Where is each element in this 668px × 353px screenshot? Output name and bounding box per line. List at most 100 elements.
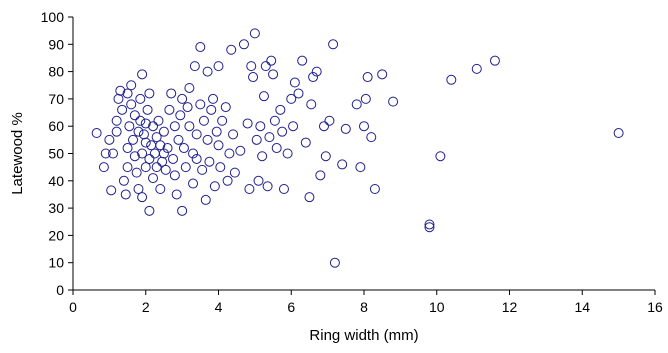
- data-point: [148, 121, 159, 132]
- data-point: [169, 121, 180, 132]
- data-point: [126, 80, 137, 91]
- data-point: [213, 140, 224, 151]
- data-point: [311, 66, 322, 77]
- data-point: [144, 88, 155, 99]
- data-point: [104, 134, 115, 145]
- data-point: [149, 148, 160, 159]
- data-point: [215, 162, 226, 173]
- data-point: [158, 126, 169, 137]
- data-point: [304, 192, 315, 203]
- data-point: [324, 115, 335, 126]
- x-tick-label: 10: [429, 299, 445, 315]
- data-point: [126, 99, 137, 110]
- data-point: [369, 183, 380, 194]
- data-point: [100, 148, 111, 159]
- data-point: [137, 148, 148, 159]
- data-point: [188, 148, 199, 159]
- data-point: [242, 118, 253, 129]
- y-tick-label: 20: [48, 227, 64, 243]
- data-point: [224, 148, 235, 159]
- data-point: [198, 115, 209, 126]
- data-point: [204, 156, 215, 167]
- data-point: [137, 192, 148, 203]
- data-point: [144, 205, 155, 216]
- data-point: [195, 99, 206, 110]
- data-point: [189, 61, 200, 72]
- data-point: [209, 181, 220, 192]
- data-point: [151, 132, 162, 143]
- data-point: [206, 104, 217, 115]
- data-point: [118, 175, 129, 186]
- data-point: [122, 88, 133, 99]
- data-point: [155, 183, 166, 194]
- x-axis-title: Ring width (mm): [309, 327, 418, 344]
- data-point: [182, 102, 193, 113]
- data-point: [191, 129, 202, 140]
- data-point: [337, 159, 348, 170]
- data-point: [142, 104, 153, 115]
- data-point: [229, 167, 240, 178]
- data-point: [228, 129, 239, 140]
- data-point: [111, 115, 122, 126]
- data-point: [264, 132, 275, 143]
- x-tick-label: 12: [502, 299, 518, 315]
- data-point: [153, 115, 164, 126]
- data-point: [138, 129, 149, 140]
- data-point: [122, 162, 133, 173]
- data-point: [175, 110, 186, 121]
- x-tick-label: 14: [574, 299, 590, 315]
- data-point: [106, 185, 117, 196]
- data-point: [471, 63, 482, 74]
- data-point: [184, 121, 195, 132]
- x-tick-label: 0: [69, 299, 77, 315]
- data-point: [144, 153, 155, 164]
- data-point: [424, 222, 435, 233]
- data-point: [164, 104, 175, 115]
- data-point: [140, 118, 151, 129]
- data-point: [128, 134, 139, 145]
- data-point: [117, 104, 128, 115]
- data-point: [260, 61, 271, 72]
- y-axis-title: Latewood %: [9, 112, 26, 195]
- data-point: [255, 121, 266, 132]
- data-point: [98, 162, 109, 173]
- y-tick-label: 90: [48, 36, 64, 52]
- data-point: [362, 72, 373, 83]
- data-point: [108, 148, 119, 159]
- data-point: [184, 82, 195, 93]
- data-point: [613, 128, 624, 139]
- data-point: [251, 134, 262, 145]
- data-point: [424, 219, 435, 230]
- data-point: [162, 143, 173, 154]
- y-tick-label: 80: [48, 64, 64, 80]
- data-point: [180, 162, 191, 173]
- data-point: [135, 115, 146, 126]
- data-point: [288, 121, 299, 132]
- data-point: [91, 128, 102, 139]
- y-tick-label: 60: [48, 118, 64, 134]
- data-point: [140, 137, 151, 148]
- data-point: [177, 205, 188, 216]
- data-point: [195, 42, 206, 53]
- data-point: [211, 126, 222, 137]
- data-point: [359, 121, 369, 132]
- data-point: [282, 148, 293, 159]
- data-point: [269, 115, 280, 126]
- data-point: [329, 257, 340, 268]
- data-point: [220, 102, 231, 113]
- data-point: [133, 183, 144, 194]
- data-point: [253, 175, 264, 186]
- data-point: [131, 167, 142, 178]
- data-point: [268, 69, 279, 80]
- x-tick-label: 4: [215, 299, 223, 315]
- data-point: [489, 55, 500, 66]
- data-point: [293, 88, 304, 99]
- data-point: [318, 121, 329, 132]
- data-point: [340, 123, 351, 134]
- x-tick-label: 16: [647, 299, 663, 315]
- data-point: [266, 55, 277, 66]
- data-point: [115, 85, 126, 96]
- data-point: [277, 126, 288, 137]
- data-point: [129, 151, 140, 162]
